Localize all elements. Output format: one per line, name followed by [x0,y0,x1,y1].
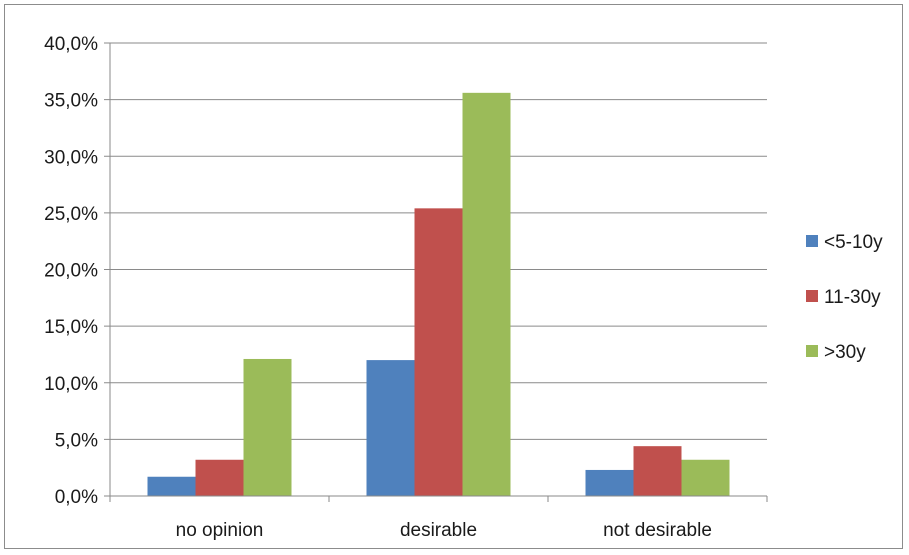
bar-not-desirable-series-1 [585,469,634,496]
legend-label: >30y [824,342,866,363]
bar-no-opinion-series-3 [243,358,292,496]
x-category-label: not desirable [603,520,712,541]
bar-desirable-series-3 [462,92,511,496]
bar-no-opinion-series-2 [195,459,244,496]
legend-swatch [806,345,818,357]
legend-swatch [806,235,818,247]
legend-label: <5-10y [824,232,883,253]
y-tick-label: 15,0% [44,317,98,338]
bar-not-desirable-series-3 [681,459,730,496]
bar-desirable-series-2 [414,208,463,496]
y-tick-label: 5,0% [55,430,98,451]
y-tick-label: 40,0% [44,34,98,55]
bars [147,92,730,496]
y-tick-label: 30,0% [44,147,98,168]
y-axis: 0,0% 5,0% 10,0% 15,0% 20,0% 25,0% 30,0% 35,0% 40… [44,34,111,508]
x-category-label: no opinion [176,520,264,541]
x-category-label: desirable [400,520,477,541]
y-tick-label: 35,0% [44,91,98,112]
y-tick-label: 10,0% [44,374,98,395]
bar-desirable-series-1 [366,360,415,496]
legend-swatch [806,290,818,302]
y-tick-label: 20,0% [44,261,98,282]
legend: <5-10y 11-30y >30y [806,232,883,363]
bar-not-desirable-series-2 [633,446,682,496]
y-tick-label: 25,0% [44,204,98,225]
x-axis: no opinion desirable not desirable [109,495,768,541]
y-tick-label: 0,0% [55,487,98,508]
bar-no-opinion-series-1 [147,476,196,496]
legend-label: 11-30y [824,287,881,308]
